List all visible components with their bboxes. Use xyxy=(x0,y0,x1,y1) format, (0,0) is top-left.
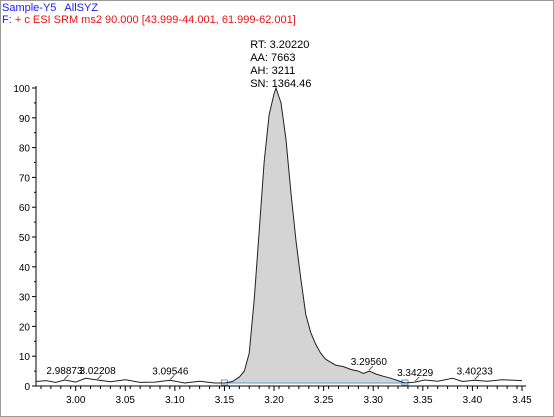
peak-label-leader xyxy=(368,365,374,371)
sample-name: Sample-Y5 xyxy=(2,2,57,14)
y-tick-label: 0 xyxy=(24,382,30,393)
x-tick-label: 3.05 xyxy=(116,395,136,406)
y-tick-label: 70 xyxy=(19,173,31,184)
filter-prefix: F: xyxy=(2,14,12,26)
peak-rt-tag: 3.02208 xyxy=(79,366,116,377)
x-tick-label: 3.25 xyxy=(314,395,334,406)
x-tick-label: 3.40 xyxy=(463,395,483,406)
y-tick-label: 100 xyxy=(13,84,30,95)
peak-label-leader xyxy=(97,374,102,380)
y-tick-label: 60 xyxy=(19,203,31,214)
y-tick-label: 90 xyxy=(19,114,31,125)
x-tick-label: 3.20 xyxy=(264,395,284,406)
filter-header: F: + c ESI SRM ms2 90.000 [43.999-44.001… xyxy=(2,14,296,26)
peak-label-leader xyxy=(474,375,480,380)
x-tick-label: 3.10 xyxy=(165,395,185,406)
peak-rt-tag: 2.98873 xyxy=(46,366,83,377)
y-tick-label: 30 xyxy=(19,293,31,304)
peak-label-leader xyxy=(414,376,420,382)
peak-area-fill xyxy=(224,88,405,384)
peak-rt-tag: 3.29560 xyxy=(351,357,388,368)
peak-sn-label: SN: 1364.46 xyxy=(250,78,311,90)
peak-rt-tag: 3.40233 xyxy=(457,366,494,377)
sample-header: Sample-Y5 AllSYZ xyxy=(2,2,98,14)
peak-height-label: AH: 3211 xyxy=(250,65,295,77)
x-tick-label: 3.45 xyxy=(512,395,532,406)
peak-rt-tag: 3.09546 xyxy=(152,366,189,377)
y-tick-label: 80 xyxy=(19,144,31,155)
peak-rt-label: RT: 3.20220 xyxy=(250,39,309,51)
filter-text: + c ESI SRM ms2 90.000 [43.999-44.001, 6… xyxy=(14,14,296,26)
sample-id: AllSYZ xyxy=(64,2,99,14)
peak-label-leader xyxy=(170,375,175,380)
chromatogram-trace xyxy=(35,86,523,384)
peak-label-leader xyxy=(64,374,69,380)
x-tick-label: 3.35 xyxy=(413,395,433,406)
x-tick-label: 3.15 xyxy=(215,395,235,406)
peak-area-label: AA: 7663 xyxy=(250,52,295,64)
y-tick-label: 40 xyxy=(19,263,31,274)
x-tick-label: 3.30 xyxy=(363,395,383,406)
x-tick-label: 3.00 xyxy=(66,395,86,406)
y-tick-label: 10 xyxy=(19,352,31,363)
y-tick-label: 50 xyxy=(19,233,31,244)
peak-rt-tag: 3.34229 xyxy=(397,368,434,379)
y-tick-label: 20 xyxy=(19,322,31,333)
peak-info-annotation: RT: 3.20220 AA: 7663 AH: 3211 SN: 1364.4… xyxy=(250,39,311,90)
